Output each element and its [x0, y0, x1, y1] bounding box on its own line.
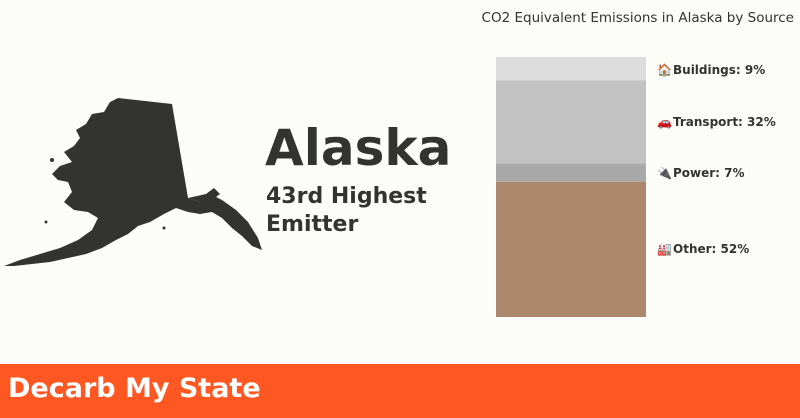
- segment-label-text: Power: 7%: [673, 165, 745, 180]
- plug-icon: 🔌: [657, 165, 672, 180]
- state-name: Alaska: [265, 119, 452, 177]
- bar-segment-power: [496, 163, 646, 182]
- house-icon: 🏠: [657, 63, 672, 77]
- car-icon: 🚗: [657, 115, 672, 129]
- factory-icon: 🏭: [657, 242, 672, 257]
- emitter-rank: 43rd Highest Emitter: [266, 184, 427, 237]
- footer-title: Decarb My State: [8, 373, 261, 404]
- bar-segment-transport: [496, 80, 646, 164]
- segment-label-other: 🏭Other: 52%: [657, 242, 749, 256]
- stacked-bar-chart: [496, 57, 646, 317]
- segment-label-buildings: 🏠Buildings: 9%: [657, 63, 765, 77]
- alaska-silhouette-icon: [4, 98, 262, 266]
- bar-segment-buildings: [496, 57, 646, 81]
- state-map: [0, 90, 270, 270]
- segment-label-text: Transport: 32%: [673, 115, 776, 129]
- segment-label-transport: 🚗Transport: 32%: [657, 115, 776, 129]
- bar-segment-other: [496, 181, 646, 317]
- segment-label-text: Other: 52%: [673, 242, 750, 257]
- segment-label-text: Buildings: 9%: [673, 63, 766, 77]
- segment-label-power: 🔌Power: 7%: [657, 166, 745, 180]
- footer-bar: Decarb My State: [0, 364, 800, 418]
- chart-title: CO2 Equivalent Emissions in Alaska by So…: [481, 10, 794, 26]
